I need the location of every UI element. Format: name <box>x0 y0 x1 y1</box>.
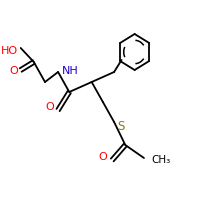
Text: NH: NH <box>62 66 79 76</box>
Text: O: O <box>99 152 108 162</box>
Text: CH₃: CH₃ <box>151 155 171 165</box>
Text: HO: HO <box>1 46 18 56</box>
Text: O: O <box>9 66 18 76</box>
Text: O: O <box>46 102 54 112</box>
Text: S: S <box>117 120 124 133</box>
